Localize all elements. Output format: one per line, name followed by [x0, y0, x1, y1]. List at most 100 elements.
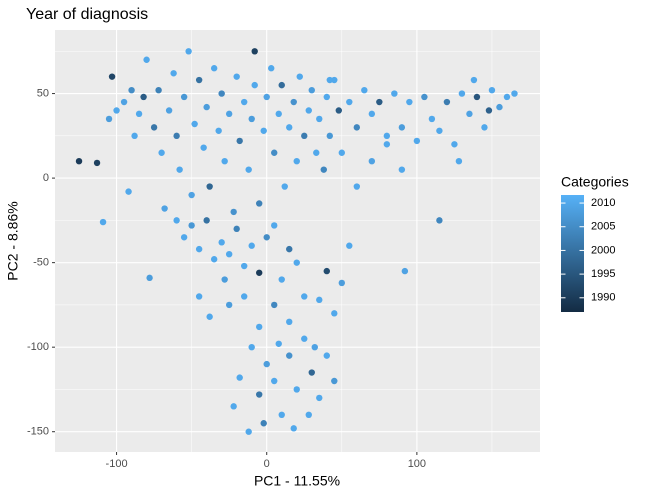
point [176, 166, 183, 173]
point [338, 149, 345, 156]
point [185, 48, 192, 55]
point [256, 200, 263, 207]
point [206, 313, 213, 320]
point [326, 132, 333, 140]
point [443, 98, 451, 106]
point [233, 225, 240, 233]
point [256, 323, 263, 331]
point [180, 234, 188, 241]
point [135, 110, 143, 118]
y-tick-label: -50 [33, 257, 49, 269]
point [120, 98, 128, 106]
point [316, 296, 323, 304]
point [308, 86, 315, 94]
x-tick-label: 0 [264, 458, 270, 470]
point [313, 149, 320, 156]
point [271, 222, 278, 229]
point [143, 56, 150, 63]
point [256, 269, 263, 276]
point [305, 107, 312, 114]
point [473, 93, 481, 101]
point [286, 124, 293, 131]
point [331, 310, 338, 317]
point [275, 340, 282, 347]
point [105, 115, 113, 123]
point [376, 98, 383, 106]
point [458, 90, 466, 97]
point [311, 343, 318, 351]
point [263, 93, 270, 101]
point [451, 141, 458, 148]
point [240, 293, 248, 300]
y-axis-title: PC2 - 8.86% [5, 201, 21, 280]
point [203, 217, 210, 224]
point [93, 159, 101, 167]
point [503, 93, 511, 101]
point [286, 245, 293, 253]
point [391, 90, 398, 97]
point [353, 124, 361, 131]
point [331, 377, 338, 385]
point [236, 374, 243, 381]
legend-label: 2000 [591, 244, 615, 256]
point [323, 93, 330, 101]
point [173, 217, 180, 224]
point [335, 107, 342, 114]
point [230, 403, 237, 410]
point [248, 343, 255, 351]
point [301, 132, 308, 140]
point [225, 250, 233, 258]
point [99, 218, 107, 226]
legend-label: 1995 [591, 268, 615, 280]
point [293, 259, 300, 266]
point [436, 217, 443, 224]
point [271, 301, 278, 309]
point [398, 166, 406, 173]
point [466, 110, 473, 118]
point [206, 183, 213, 190]
point [245, 166, 252, 173]
point [323, 352, 330, 359]
point [203, 103, 210, 111]
point [248, 115, 255, 123]
point [263, 360, 270, 368]
point [140, 93, 147, 101]
point [428, 115, 436, 123]
point [470, 76, 478, 84]
point [221, 157, 228, 165]
point [165, 107, 173, 114]
point [296, 73, 303, 80]
point [293, 386, 300, 393]
point [496, 103, 503, 111]
y-tick-label: -150 [27, 426, 49, 438]
point [320, 166, 327, 173]
point [353, 183, 361, 190]
point [210, 65, 218, 72]
point [361, 86, 368, 94]
point [233, 73, 240, 80]
point [286, 352, 293, 359]
point [481, 124, 488, 131]
point [170, 70, 177, 77]
point [305, 411, 312, 419]
point [195, 293, 203, 300]
point [290, 425, 297, 432]
point [346, 98, 353, 106]
point [75, 157, 83, 165]
legend-title: Categories [561, 174, 629, 190]
point [225, 301, 233, 309]
point [191, 120, 198, 128]
plot-panel [55, 30, 540, 452]
point [278, 411, 285, 419]
point [236, 137, 243, 145]
point [485, 107, 493, 114]
point [278, 81, 285, 89]
point [293, 157, 300, 165]
point [240, 98, 248, 106]
point [323, 267, 330, 275]
point [301, 293, 308, 300]
point [290, 98, 297, 106]
point [248, 242, 255, 249]
point [210, 256, 218, 263]
